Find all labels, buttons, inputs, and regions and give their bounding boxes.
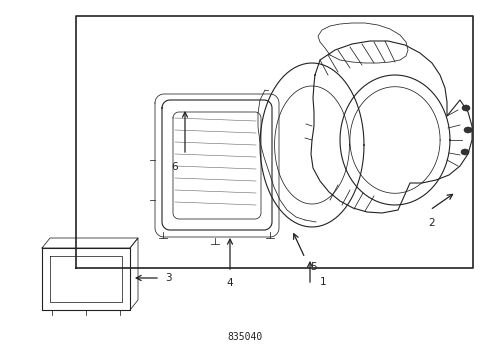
Ellipse shape <box>464 127 472 133</box>
Text: 2: 2 <box>429 218 435 228</box>
Ellipse shape <box>462 105 470 111</box>
Text: 3: 3 <box>165 273 172 283</box>
Text: 1: 1 <box>320 277 327 287</box>
Text: 5: 5 <box>310 262 317 272</box>
Ellipse shape <box>461 149 469 155</box>
Text: 6: 6 <box>172 162 178 172</box>
Text: 835040: 835040 <box>227 332 263 342</box>
Text: 4: 4 <box>227 278 233 288</box>
